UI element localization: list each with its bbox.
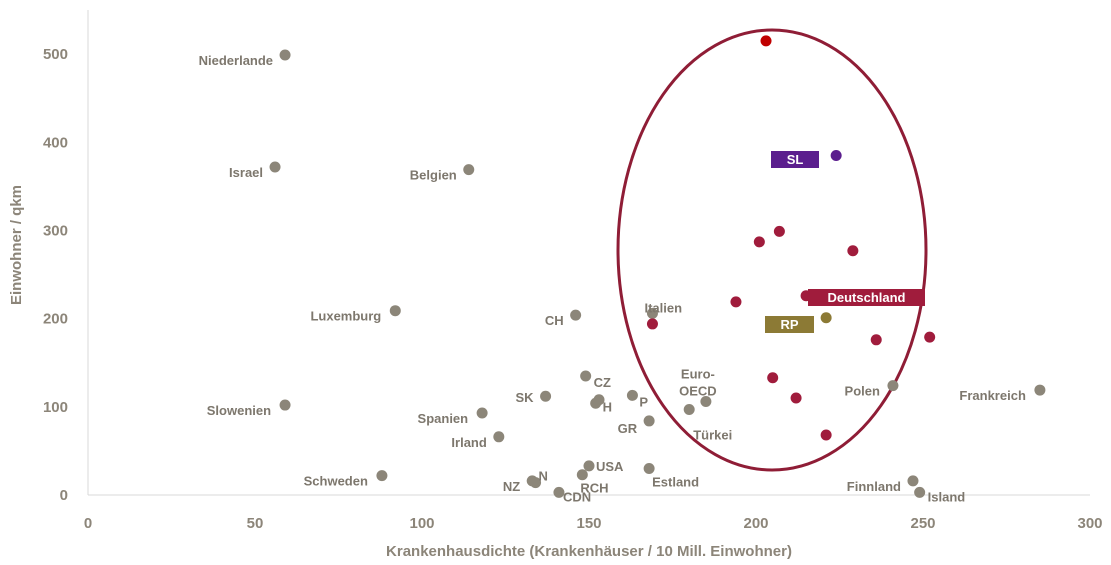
data-points	[269, 35, 1046, 498]
point-labels: Niederlande Israel Belgien Luxemburg CH Itali…	[199, 53, 1026, 504]
y-tick-label: 100	[43, 399, 68, 416]
y-tick-label: 400	[43, 134, 68, 151]
state-point	[870, 334, 882, 346]
country-label: Türkei	[693, 427, 732, 442]
country-point	[887, 380, 899, 392]
country-point	[576, 469, 588, 481]
country-point	[580, 370, 592, 382]
highlight-ellipse-layer	[616, 28, 928, 472]
country-point	[626, 389, 638, 401]
country-label: SK	[516, 390, 535, 405]
country-label: Belgien	[410, 168, 457, 183]
country-point	[526, 475, 538, 487]
y-tick-label: 200	[43, 311, 68, 328]
country-label: Frankreich	[959, 388, 1026, 403]
y-tick-label: 300	[43, 222, 68, 239]
country-label: USA	[596, 459, 624, 474]
country-point	[914, 486, 926, 498]
country-label: Spanien	[418, 411, 469, 426]
x-tick-label: 250	[910, 515, 935, 532]
x-tick-label: 0	[84, 515, 92, 532]
state-point	[646, 318, 658, 330]
country-label: Luxemburg	[310, 309, 381, 324]
country-point	[593, 394, 605, 406]
country-label: Polen	[845, 384, 880, 399]
country-point	[583, 460, 595, 472]
y-tick-label: 500	[43, 46, 68, 63]
highlight-label: SL	[787, 152, 804, 167]
state-point	[767, 372, 779, 384]
country-label: RCH	[580, 481, 608, 496]
country-point	[553, 486, 565, 498]
state-point	[790, 392, 802, 404]
country-point	[570, 309, 582, 321]
country-point	[279, 49, 291, 61]
country-label: N	[539, 469, 548, 484]
country-label: Estland	[652, 475, 699, 490]
state-point	[730, 296, 742, 308]
highlight-label: RP	[780, 317, 798, 332]
x-tick-label: 300	[1077, 515, 1102, 532]
country-label: CDN	[563, 489, 591, 504]
state-point	[773, 225, 785, 237]
country-label: Irland	[451, 435, 486, 450]
x-tick-label: 50	[247, 515, 264, 532]
country-point	[279, 399, 291, 411]
country-label: Schweden	[304, 474, 368, 489]
highlight-ellipse	[616, 28, 928, 472]
country-point	[493, 431, 505, 443]
country-point	[376, 470, 388, 482]
country-point	[700, 396, 712, 408]
x-tick-label: 200	[743, 515, 768, 532]
country-label: Finnland	[847, 479, 901, 494]
highlighted-point	[820, 312, 832, 324]
highlight-label-box	[808, 289, 925, 306]
country-point	[683, 403, 695, 415]
country-label: P	[639, 394, 648, 409]
state-point	[753, 236, 765, 248]
country-point	[643, 463, 655, 475]
highlight-label-box	[771, 151, 819, 168]
highlight-label: Deutschland	[827, 290, 905, 305]
country-label: CZ	[594, 375, 611, 390]
state-point	[847, 245, 859, 257]
highlighted-point	[830, 150, 842, 161]
country-label: Israel	[229, 165, 263, 180]
country-label: H	[603, 399, 612, 414]
y-tick-label: 0	[60, 487, 68, 504]
country-label: CH	[545, 313, 564, 328]
country-point	[540, 390, 552, 402]
x-axis-title: Krankenhausdichte (Krankenhäuser / 10 Mi…	[386, 543, 792, 560]
x-tick-label: 150	[576, 515, 601, 532]
country-label: Slowenien	[207, 403, 271, 418]
country-point	[269, 161, 281, 173]
country-point	[389, 305, 401, 317]
country-label: GR	[618, 421, 638, 436]
country-point	[643, 415, 655, 427]
country-label: Italien	[644, 300, 682, 315]
state-point	[924, 331, 936, 343]
country-label: Island	[928, 489, 966, 504]
country-point	[476, 407, 488, 419]
state-point	[820, 429, 832, 441]
x-tick-label: 100	[409, 515, 434, 532]
country-point	[1034, 384, 1046, 396]
tick-labels: 0 50 100 150 200 250 300 0 100 200 300 400 500	[43, 46, 1103, 532]
country-label: NZ	[503, 479, 520, 494]
country-label: Niederlande	[199, 53, 273, 68]
country-point	[646, 307, 658, 319]
axes	[87, 10, 1090, 496]
highlight-label-box	[765, 316, 814, 333]
country-label: Euro-OECD	[679, 367, 717, 399]
y-axis-title: Einwohner / qkm	[8, 185, 25, 305]
state-point	[760, 35, 772, 47]
country-point	[463, 164, 475, 176]
country-point	[907, 475, 919, 487]
